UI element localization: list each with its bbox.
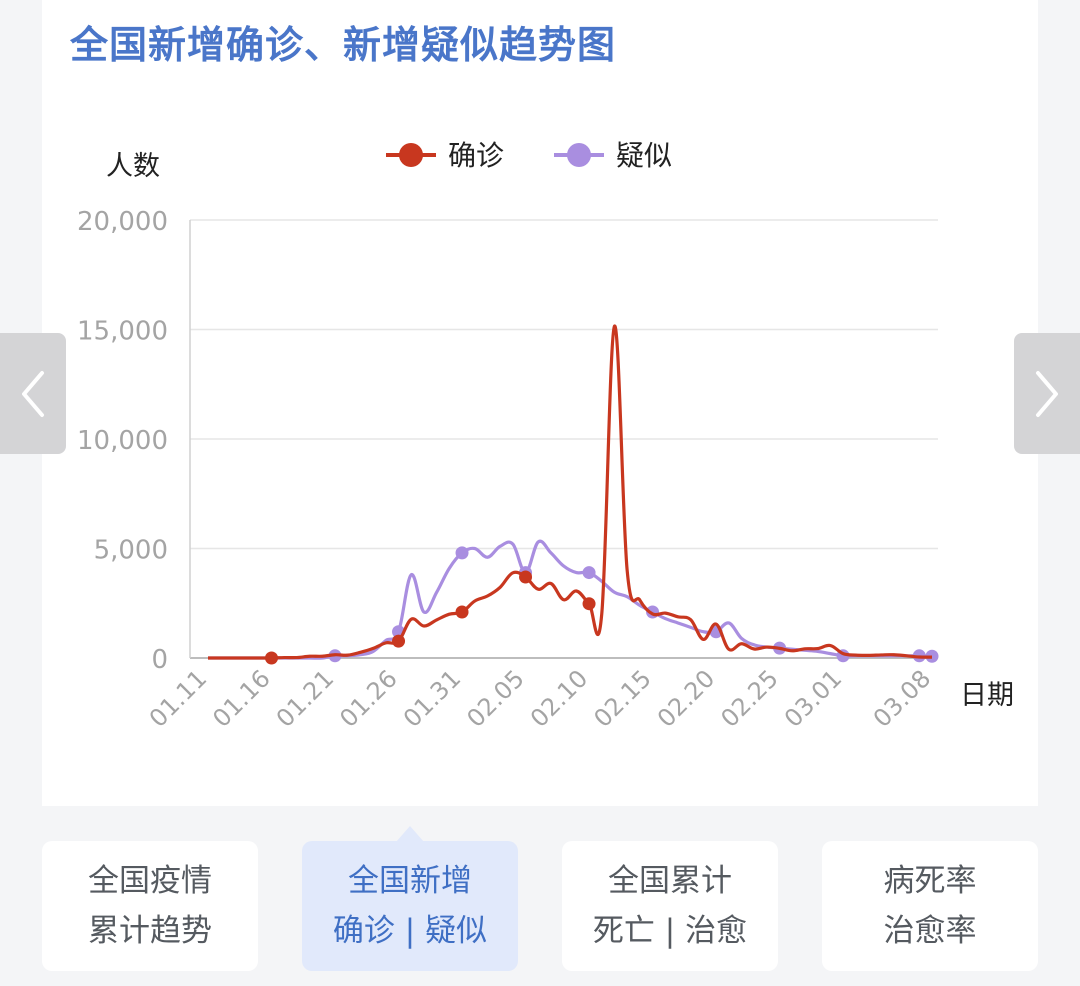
x-tick-label: 02.25 xyxy=(715,664,783,732)
tab-label-line1: 全国新增 xyxy=(348,863,472,899)
y-tick-label: 20,000 xyxy=(77,207,168,237)
data-point[interactable] xyxy=(582,566,596,580)
x-axis-label: 日期 xyxy=(960,680,1014,711)
y-ticks: 0 5,000 10,000 15,000 20,000 xyxy=(77,207,168,675)
y-tick-label: 15,000 xyxy=(77,317,168,347)
legend-label: 确诊 xyxy=(448,139,504,172)
data-point[interactable] xyxy=(582,597,596,611)
legend-item-suspected[interactable]: 疑似 xyxy=(554,139,672,172)
tab-label-line1: 全国累计 xyxy=(608,863,732,899)
y-tick-label: 5,000 xyxy=(94,536,168,566)
x-tick-label: 02.15 xyxy=(588,664,656,732)
x-tick-label: 02.05 xyxy=(461,664,529,732)
grid xyxy=(189,219,938,659)
tab-label-line2: 确诊 | 疑似 xyxy=(332,913,488,949)
legend-marker xyxy=(399,143,423,167)
legend-marker xyxy=(567,143,591,167)
data-point[interactable] xyxy=(265,651,279,665)
page-title: 全国新增确诊、新增疑似趋势图 xyxy=(70,23,617,67)
tab-fatality-cure-rate[interactable]: 病死率 治愈率 xyxy=(822,841,1038,971)
series-confirmed xyxy=(208,324,933,665)
next-chart-button[interactable] xyxy=(1014,333,1080,454)
chart-card xyxy=(42,0,1038,806)
trend-chart: 人数 日期 确诊 疑似 0 5,000 10,000 15,000 20,000 01.1… xyxy=(77,139,1014,733)
legend[interactable]: 确诊 疑似 xyxy=(386,139,672,172)
legend-item-confirmed[interactable]: 确诊 xyxy=(386,139,504,172)
data-point[interactable] xyxy=(455,605,469,619)
legend-label: 疑似 xyxy=(616,139,672,172)
tab-new-confirmed-suspected[interactable]: 全国新增 确诊 | 疑似 xyxy=(302,841,518,971)
data-point[interactable] xyxy=(519,570,533,584)
tab-label-line2: 累计趋势 xyxy=(88,913,212,949)
y-tick-label: 10,000 xyxy=(77,426,168,456)
series-line xyxy=(208,539,933,660)
tab-cumulative-death-cured[interactable]: 全国累计 死亡 | 治愈 xyxy=(562,841,778,971)
tab-cumulative-trend[interactable]: 全国疫情 累计趋势 xyxy=(42,841,258,971)
x-tick-label: 01.21 xyxy=(271,664,339,732)
chevron-left-icon xyxy=(22,370,44,417)
x-tick-label: 03.01 xyxy=(779,664,847,732)
prev-chart-button[interactable] xyxy=(0,333,66,454)
y-axis-label: 人数 xyxy=(106,151,160,182)
data-point[interactable] xyxy=(392,634,406,648)
x-tick-label: 01.31 xyxy=(398,664,466,732)
data-point[interactable] xyxy=(455,546,469,560)
tab-label-line2: 死亡 | 治愈 xyxy=(592,913,748,949)
x-tick-label: 01.26 xyxy=(334,664,402,732)
x-tick-label: 01.16 xyxy=(207,664,275,732)
active-tab-pointer xyxy=(396,826,424,842)
x-tick-label: 02.20 xyxy=(652,664,720,732)
y-tick-label: 0 xyxy=(151,645,168,675)
series-layer xyxy=(208,324,939,665)
tab-label-line1: 全国疫情 xyxy=(88,863,212,899)
series-line xyxy=(208,324,933,660)
chevron-right-icon xyxy=(1036,370,1058,417)
x-ticks: 01.1101.1601.2101.2601.3102.0502.1002.15… xyxy=(144,664,936,732)
tab-label-line1: 病死率 xyxy=(883,863,977,899)
x-tick-label: 02.10 xyxy=(525,664,593,732)
tab-label-line2: 治愈率 xyxy=(883,913,977,949)
x-tick-label: 03.08 xyxy=(868,664,936,732)
